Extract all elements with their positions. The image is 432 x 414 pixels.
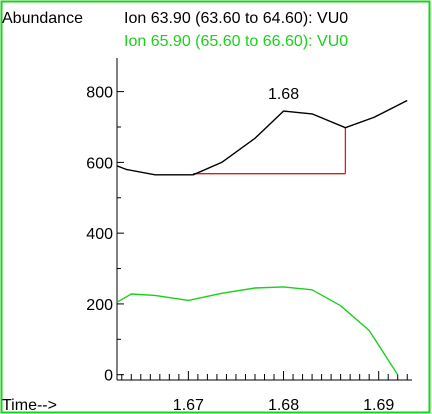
series-line-1 [116, 99, 408, 176]
y-tick-label: 800 [86, 85, 113, 102]
x-tick-label: 1.69 [363, 397, 394, 414]
y-tick-label: 600 [86, 155, 113, 172]
y-tick-label: 0 [104, 368, 113, 385]
x-axis-label: Time--> [2, 397, 57, 414]
y-axis-label: Abundance [2, 10, 83, 27]
series-line-2 [116, 286, 399, 376]
legend-series-2: Ion 65.90 (65.60 to 66.60): VU0 [124, 33, 348, 50]
legend-series-1: Ion 63.90 (63.60 to 64.60): VU0 [124, 10, 348, 27]
peak-annotation: 1.68 [268, 86, 299, 103]
x-tick-label: 1.68 [268, 397, 299, 414]
x-tick-label: 1.67 [173, 397, 204, 414]
y-tick-label: 400 [86, 226, 113, 243]
y-tick-label: 200 [86, 297, 113, 314]
